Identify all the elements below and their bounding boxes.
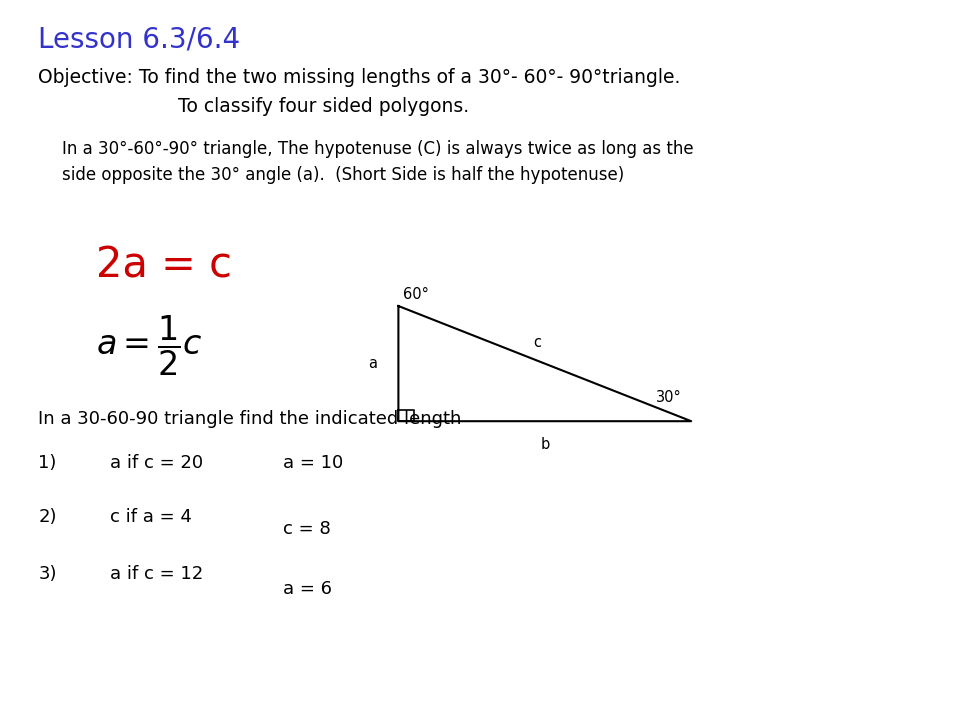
Text: Lesson 6.3/6.4: Lesson 6.3/6.4 <box>38 25 241 53</box>
Text: To classify four sided polygons.: To classify four sided polygons. <box>178 97 468 116</box>
Text: a: a <box>369 356 377 371</box>
Text: Objective: To find the two missing lengths of a 30°- 60°- 90°triangle.: Objective: To find the two missing lengt… <box>38 68 681 87</box>
Text: c: c <box>534 335 541 350</box>
Text: c if a = 4: c if a = 4 <box>110 508 192 526</box>
Text: a = 6: a = 6 <box>283 580 332 598</box>
Text: $a = \dfrac{1}{2}c$: $a = \dfrac{1}{2}c$ <box>96 313 203 377</box>
Text: side opposite the 30° angle (a).  (Short Side is half the hypotenuse): side opposite the 30° angle (a). (Short … <box>62 166 625 184</box>
Text: In a 30°-60°-90° triangle, The hypotenuse (C) is always twice as long as the: In a 30°-60°-90° triangle, The hypotenus… <box>62 140 694 158</box>
Text: 1): 1) <box>38 454 57 472</box>
Text: In a 30-60-90 triangle find the indicated length: In a 30-60-90 triangle find the indicate… <box>38 410 462 428</box>
Text: 2): 2) <box>38 508 57 526</box>
Text: a = 10: a = 10 <box>283 454 344 472</box>
Text: 2a = c: 2a = c <box>96 245 232 287</box>
Text: b: b <box>540 437 549 452</box>
Text: c = 8: c = 8 <box>283 520 331 538</box>
Text: a if c = 20: a if c = 20 <box>110 454 204 472</box>
Text: 30°: 30° <box>656 390 682 405</box>
Text: 60°: 60° <box>403 287 429 302</box>
Text: 3): 3) <box>38 565 57 583</box>
Text: a if c = 12: a if c = 12 <box>110 565 204 583</box>
